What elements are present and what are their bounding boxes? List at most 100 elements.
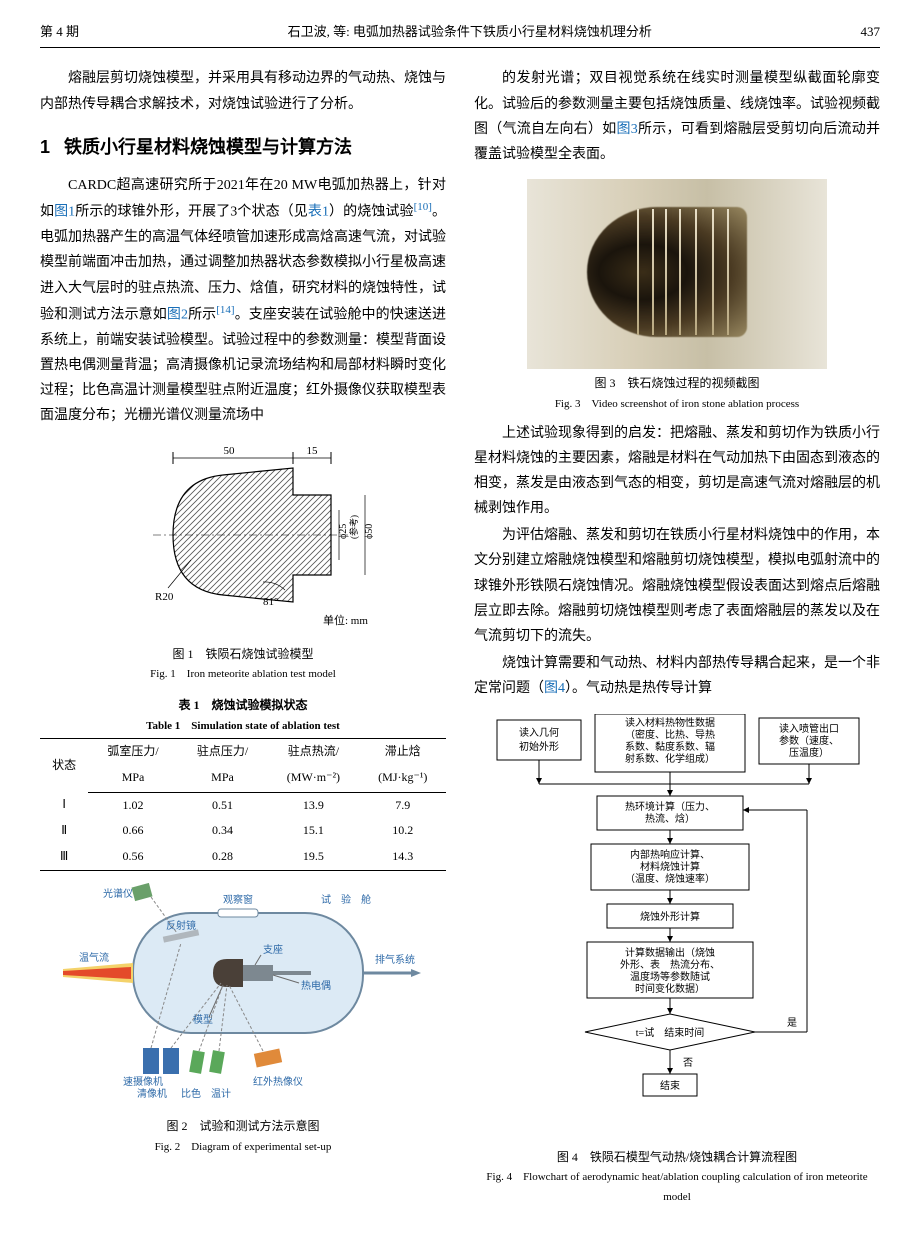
table-cell: 0.56: [88, 844, 177, 871]
fig1-caption-en: Fig. 1 Iron meteorite ablation test mode…: [40, 665, 446, 685]
para-intro: 熔融层剪切烧蚀模型，并采用具有移动边界的气动热、烧蚀与内部热传导耦合求解技术，对…: [40, 66, 446, 116]
table-cell: 13.9: [267, 792, 359, 818]
link-fig2[interactable]: 图2: [167, 307, 188, 322]
table-cell: 7.9: [360, 792, 446, 818]
flow-n1-l2: 初始外形: [519, 740, 559, 753]
t: 。支座安装在试验舱中的快速送进系统上，前端安装试验模型。试验过程中的参数测量：模…: [40, 307, 446, 423]
t: ）。气动热是热传导计算: [565, 681, 712, 696]
figure-1: 50 15 R20 81° ϕ25 (参考) ϕ50 单位: mm: [40, 440, 446, 685]
table-cell: 0.51: [178, 792, 267, 818]
link-fig3[interactable]: 图3: [617, 122, 638, 137]
lbl-clearcam: 清像机: [137, 1087, 167, 1100]
dim-angle: 81°: [263, 596, 278, 608]
lbl-thermocouple: 热电偶: [301, 979, 331, 992]
svg-text:热流、焓）: 热流、焓）: [645, 812, 695, 825]
table-cell: 1.02: [88, 792, 177, 818]
link-fig1[interactable]: 图1: [54, 205, 75, 220]
flow-n8: t=试 结束时间: [636, 1026, 704, 1039]
t: 所示的球锥外形，开展了3个状态（见: [75, 205, 308, 220]
svg-text:参数（速度、: 参数（速度、: [779, 734, 839, 747]
para-r4: 烧蚀计算需要和气动热、材料内部热传导耦合起来，是一个非定常问题（图4）。气动热是…: [474, 651, 880, 701]
fig1-caption-cn: 图 1 铁陨石烧蚀试验模型: [40, 644, 446, 666]
table-row: Ⅱ0.660.3415.110.2: [40, 818, 446, 844]
fig4-caption-en: Fig. 4 Flowchart of aerodynamic heat/abl…: [474, 1168, 880, 1208]
dim-r20: R20: [155, 591, 174, 603]
svg-text:材料烧蚀计算: 材料烧蚀计算: [640, 860, 700, 873]
ref-14[interactable]: [14]: [216, 304, 234, 316]
svg-text:（温度、烧蚀速率）: （温度、烧蚀速率）: [625, 872, 715, 885]
svg-text:读入喷管出口: 读入喷管出口: [779, 722, 839, 735]
table-1: 状态 弧室压力/ 驻点压力/ 驻点热流/ 滞止焓 MPa MPa (MW·m⁻²…: [40, 738, 446, 871]
para-r2: 上述试验现象得到的启发：把熔融、蒸发和剪切作为铁质小行星材料烧蚀的主要因素，熔融…: [474, 421, 880, 522]
t: 。电弧加热器产生的高温气体经喷管加速形成高焓高速气流，对试验模型前端面冲击加热，…: [40, 205, 446, 322]
para-method: CARDC超高速研究所于2021年在20 MW电弧加热器上，针对如图1所示的球锥…: [40, 173, 446, 428]
left-column: 熔融层剪切烧蚀模型，并采用具有移动边界的气动热、烧蚀与内部热传导耦合求解技术，对…: [40, 66, 446, 1214]
svg-text:热环境计算（压力、: 热环境计算（压力、: [625, 800, 715, 813]
table-cell: 0.34: [178, 818, 267, 844]
flow-n9: 结束: [660, 1079, 680, 1092]
section-1-heading: 1铁质小行星材料烧蚀模型与计算方法: [40, 131, 446, 163]
link-tab1[interactable]: 表1: [308, 205, 329, 220]
figure-2: 观察窗 试 验 舱 反射镜 光谱仪 温气流 支座 热电偶: [40, 883, 446, 1158]
table-cell: Ⅲ: [40, 844, 88, 871]
lbl-support: 支座: [263, 943, 283, 956]
table-cell: 10.2: [360, 818, 446, 844]
fig1-unit: 单位: mm: [323, 613, 368, 627]
flow-n1-l1: 读入几何: [519, 726, 559, 739]
svg-text:内部热响应计算、: 内部热响应计算、: [630, 848, 710, 861]
table1-title-en: Table 1 Simulation state of ablation tes…: [40, 717, 446, 737]
th-c2a: 驻点压力/: [178, 739, 267, 765]
svg-text:射系数、化学组成）: 射系数、化学组成）: [625, 752, 715, 765]
dim-50: 50: [224, 445, 236, 457]
lbl-pyro: 比色: [181, 1087, 201, 1100]
svg-text:压温度）: 压温度）: [789, 746, 829, 759]
lbl-mirror: 反射镜: [166, 919, 196, 932]
figure-4: 读入几何 初始外形 读入材料热物性数据 （密度、比热、导热 系数、黏度系数、辐 …: [474, 714, 880, 1208]
para-r3: 为评估熔融、蒸发和剪切在铁质小行星材料烧蚀中的作用，本文分别建立熔融烧蚀模型和熔…: [474, 523, 880, 649]
svg-text:读入材料热物性数据: 读入材料热物性数据: [625, 716, 715, 729]
th-c3a: 驻点热流/: [267, 739, 359, 765]
svg-text:温度场等参数随试: 温度场等参数随试: [630, 970, 710, 983]
flow-n6: 烧蚀外形计算: [640, 910, 700, 923]
table-cell: 19.5: [267, 844, 359, 871]
fig3-photo: [527, 179, 827, 369]
th-c2b: MPa: [178, 765, 267, 792]
th-c4b: (MJ·kg⁻¹): [360, 765, 446, 792]
right-column: 的发射光谱；双目视觉系统在线实时测量模型纵截面轮廓变化。试验后的参数测量主要包括…: [474, 66, 880, 1214]
lbl-ir: 红外热像仪: [253, 1075, 303, 1088]
table-cell: 14.3: [360, 844, 446, 871]
fig1-svg: 50 15 R20 81° ϕ25 (参考) ϕ50 单位: mm: [113, 440, 373, 630]
table-cell: 0.66: [88, 818, 177, 844]
svg-text:外形、表 热流分布、: 外形、表 热流分布、: [620, 958, 720, 971]
svg-text:（密度、比热、导热: （密度、比热、导热: [625, 728, 715, 741]
fig4-svg: 读入几何 初始外形 读入材料热物性数据 （密度、比热、导热 系数、黏度系数、辐 …: [487, 714, 867, 1134]
para-r1: 的发射光谱；双目视觉系统在线实时测量模型纵截面轮廓变化。试验后的参数测量主要包括…: [474, 66, 880, 167]
svg-text:时间变化数据）: 时间变化数据）: [635, 982, 705, 995]
ref-10[interactable]: [10]: [414, 201, 432, 213]
lbl-spectrometer: 光谱仪: [103, 887, 133, 900]
svg-text:系数、黏度系数、辐: 系数、黏度系数、辐: [625, 740, 715, 753]
lbl-tmeter: 温计: [211, 1087, 231, 1100]
table-cell: 0.28: [178, 844, 267, 871]
link-fig4[interactable]: 图4: [544, 681, 565, 696]
th-state: 状态: [40, 739, 88, 792]
table-cell: Ⅰ: [40, 792, 88, 818]
t: 所示: [188, 307, 216, 322]
lbl-exhaust: 排气系统: [375, 953, 415, 966]
table-cell: Ⅱ: [40, 818, 88, 844]
fig4-caption-cn: 图 4 铁陨石模型气动热/烧蚀耦合计算流程图: [474, 1147, 880, 1169]
lbl-chamber: 试 验 舱: [321, 893, 371, 906]
fig3-caption-en: Fig. 3 Video screenshot of iron stone ab…: [474, 395, 880, 415]
lbl-hotflow: 温气流: [79, 951, 109, 964]
th-c4a: 滞止焓: [360, 739, 446, 765]
running-header: 第 4 期 石卫波, 等: 电弧加热器试验条件下铁质小行星材料烧蚀机理分析 43…: [40, 20, 880, 48]
figure-3: 图 3 铁石烧蚀过程的视频截图 Fig. 3 Video screenshot …: [474, 179, 880, 414]
lbl-window: 观察窗: [223, 893, 253, 906]
th-c1b: MPa: [88, 765, 177, 792]
dim-d25-note: (参考): [348, 515, 359, 539]
table1-title-cn: 表 1 烧蚀试验模拟状态: [40, 695, 446, 717]
page-number: 437: [860, 20, 880, 43]
flow-no: 否: [683, 1057, 693, 1069]
th-c1a: 弧室压力/: [88, 739, 177, 765]
fig2-svg: 观察窗 试 验 舱 反射镜 光谱仪 温气流 支座 热电偶: [63, 883, 423, 1103]
